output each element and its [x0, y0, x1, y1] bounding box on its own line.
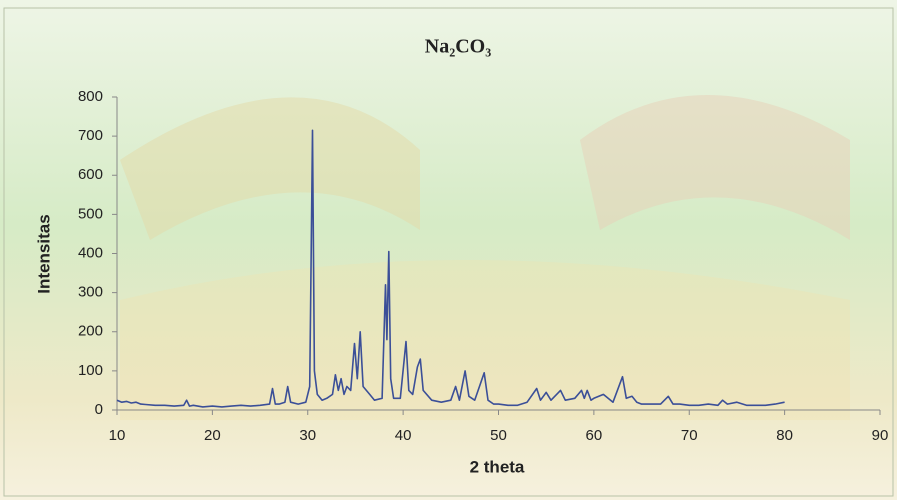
data-line — [116, 129, 785, 408]
watermark — [580, 95, 850, 240]
watermark — [120, 97, 420, 241]
y-tick-label: 400 — [78, 244, 103, 261]
chart-frame — [3, 7, 894, 497]
watermark — [120, 260, 850, 420]
y-axis-label: Intensitas — [34, 214, 53, 293]
x-tick-label: 60 — [586, 427, 603, 444]
y-tick-label: 0 — [95, 401, 103, 418]
y-tick-label: 100 — [78, 362, 103, 379]
x-tick-label: 40 — [395, 427, 412, 444]
x-tick-label: 20 — [204, 427, 221, 444]
y-tick-label: 200 — [78, 323, 103, 340]
y-tick-label: 700 — [78, 127, 103, 144]
y-tick-label: 500 — [78, 205, 103, 222]
y-tick-label: 800 — [78, 88, 103, 105]
x-tick-label: 30 — [299, 427, 316, 444]
x-axis-label: 2 theta — [470, 457, 525, 476]
y-tick-label: 600 — [78, 166, 103, 183]
x-tick-label: 70 — [681, 427, 698, 444]
x-tick-label: 80 — [776, 427, 793, 444]
x-tick-label: 10 — [109, 427, 126, 444]
y-tick-label: 300 — [78, 284, 103, 301]
x-tick-label: 90 — [872, 427, 889, 444]
chart-title: Na₂CO₃ — [425, 36, 491, 58]
x-tick-label: 50 — [490, 427, 507, 444]
